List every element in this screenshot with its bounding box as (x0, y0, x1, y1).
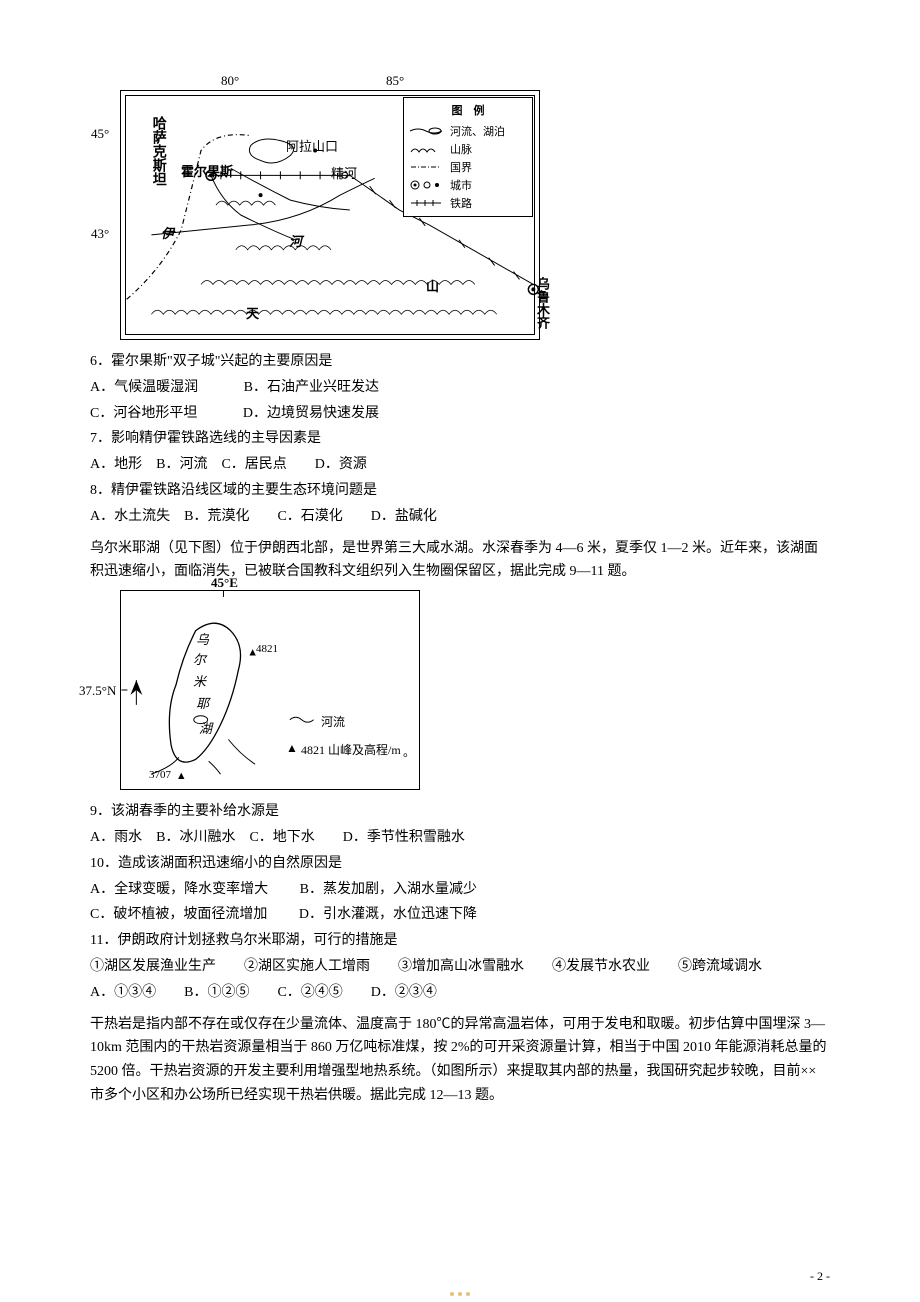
q8-stem: 8．精伊霍铁路沿线区域的主要生态环境问题是 (90, 479, 830, 503)
q10-D: D．引水灌溉，水位迅速下降 (299, 907, 477, 922)
legend-label-river: 河流、湖泊 (450, 123, 505, 139)
river-legend-label: 河流 (321, 713, 345, 730)
lat-label-45: 45° (91, 126, 109, 142)
q6-row1: A．气候温暖湿润 B．石油产业兴旺发达 (90, 376, 830, 400)
label-tian: 天 (246, 303, 259, 322)
border-symbol (408, 162, 444, 172)
legend-row-rail: 铁路 (408, 195, 528, 211)
legend-row-city: 城市 (408, 177, 528, 193)
q6-C: C．河谷地形平坦 (90, 406, 197, 421)
q10-B: B．蒸发加剧，入湖水量减少 (300, 882, 477, 897)
lake-char-1: 尔 (193, 649, 206, 668)
legend-label-rail: 铁路 (450, 195, 472, 211)
legend-row-river: 河流、湖泊 (408, 123, 528, 139)
q10-stem: 10．造成该湖面积迅速缩小的自然原因是 (90, 852, 830, 876)
q6-B: B．石油产业兴旺发达 (244, 380, 379, 395)
map1-legend: 图 例 河流、湖泊 山脉 国界 城市 铁路 (403, 97, 533, 217)
legend-label-mountain: 山脉 (450, 141, 472, 157)
legend-label-border: 国界 (450, 159, 472, 175)
label-kazakhstan: 哈萨克斯坦 (149, 116, 166, 186)
lon-label-85: 85° (386, 73, 404, 89)
q7-stem: 7．影响精伊霍铁路选线的主导因素是 (90, 427, 830, 451)
peak2-label: 3707 (149, 769, 171, 781)
lat-label-43: 43° (91, 226, 109, 242)
q6-D: D．边境贸易快速发展 (243, 406, 379, 421)
label-yili: 伊 (161, 223, 174, 242)
lake-char-2: 米 (193, 671, 206, 690)
page-number: - 2 - (810, 1269, 830, 1284)
svg-text:▲: ▲ (176, 770, 187, 782)
q10-row2: C．破坏植被，坡面径流增加 D．引水灌溉，水位迅速下降 (90, 903, 830, 927)
urumqi-text: 乌鲁木齐 (535, 277, 550, 329)
label-urumqi: 乌鲁木齐 (535, 277, 549, 329)
peak-legend-period: 。 (403, 743, 415, 760)
q6-row2: C．河谷地形平坦 D．边境贸易快速发展 (90, 402, 830, 426)
passage-hot-rock: 干热岩是指内部不存在或仅存在少量流体、温度高于 180℃的异常高温岩体，可用于发… (90, 1013, 830, 1108)
q6-A: A．气候温暖湿润 (90, 380, 198, 395)
q10-A: A．全球变暖，降水变率增大 (90, 882, 268, 897)
map2-lon: 45°E (211, 575, 238, 591)
q8-options: A．水土流失 B．荒漠化 C．石漠化 D．盐碱化 (90, 505, 830, 529)
label-huoerguosi: 霍尔果斯 (181, 161, 233, 180)
lon-label-80: 80° (221, 73, 239, 89)
mountain-symbol (408, 144, 444, 154)
lake-char-4: 湖 (199, 718, 212, 737)
legend-row-border: 国界 (408, 159, 528, 175)
map-yili-region: 80° 85° 45° 43° 哈萨克斯坦 霍尔果斯 伊 精河 阿拉山口 河 天… (120, 90, 540, 340)
lake-char-0: 乌 (196, 629, 209, 648)
q11-circled: ①湖区发展渔业生产 ②湖区实施人工增雨 ③增加高山冰雪融水 ④发展节水农业 ⑤跨… (90, 955, 830, 979)
q9-options: A．雨水 B．冰川融水 C．地下水 D．季节性积雪融水 (90, 826, 830, 850)
q10-C: C．破坏植被，坡面径流增加 (90, 907, 267, 922)
legend-label-city: 城市 (450, 177, 472, 193)
q10-row1: A．全球变暖，降水变率增大 B．蒸发加剧，入湖水量减少 (90, 878, 830, 902)
legend-title: 图 例 (408, 102, 528, 120)
q7-options: A．地形 B．河流 C．居民点 D．资源 (90, 453, 830, 477)
label-shan: 山 (426, 276, 439, 295)
q11-options: A．①③④ B．①②⑤ C．②④⑤ D．②③④ (90, 981, 830, 1005)
map2-svg: ▲ ▲ (121, 591, 419, 789)
lake-char-3: 耶 (196, 693, 209, 712)
river-symbol (408, 126, 444, 136)
map-urmia-lake: ▲ ▲ 45°E 37.5°N 乌 尔 米 耶 湖 4821 3707 河流 ▲… (120, 590, 420, 790)
footer-decoration (440, 1292, 480, 1296)
peak-legend-sym: ▲ (286, 741, 298, 756)
kazakhstan-text: 哈萨克斯坦 (151, 116, 166, 186)
q11-stem: 11．伊朗政府计划拯救乌尔米耶湖，可行的措施是 (90, 929, 830, 953)
label-he: 河 (289, 231, 302, 250)
peak1-label: 4821 (256, 643, 278, 655)
map2-lat: 37.5°N (79, 683, 116, 699)
q6-stem: 6．霍尔果斯"双子城"兴起的主要原因是 (90, 350, 830, 374)
label-alashankou: 阿拉山口 (286, 136, 338, 155)
city-symbol (408, 179, 444, 191)
label-jinghe: 精河 (331, 163, 357, 182)
peak-legend-label: 4821 山峰及高程/m (301, 741, 401, 758)
legend-row-mountain: 山脉 (408, 141, 528, 157)
rail-symbol (408, 198, 444, 208)
passage-urmia: 乌尔米耶湖（见下图）位于伊朗西北部，是世界第三大咸水湖。水深春季为 4—6 米，… (90, 537, 830, 585)
q9-stem: 9．该湖春季的主要补给水源是 (90, 800, 830, 824)
